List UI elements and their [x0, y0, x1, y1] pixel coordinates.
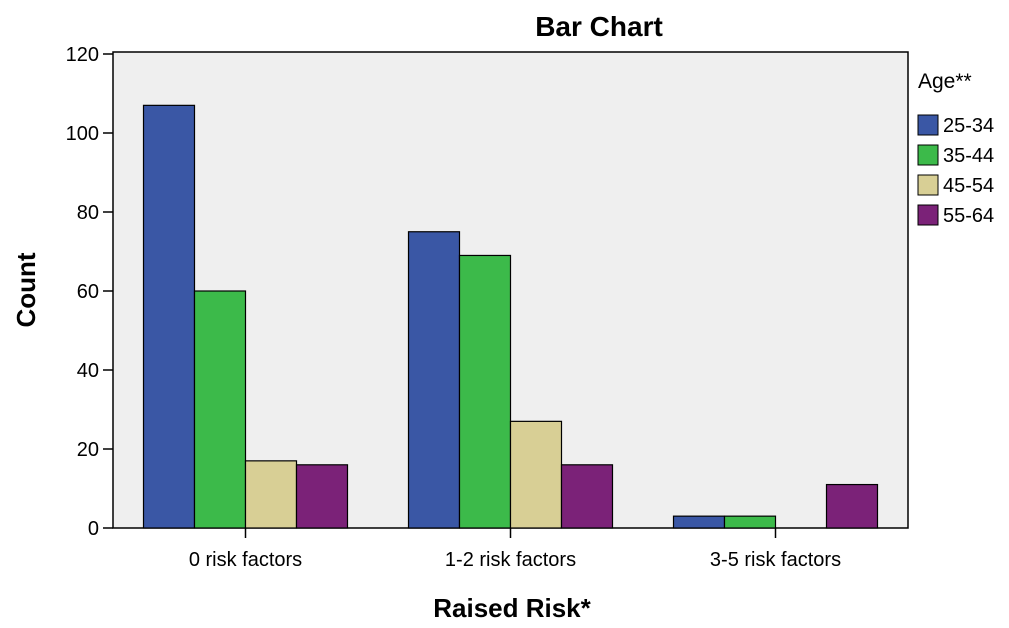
- bar: [458, 254, 512, 529]
- y-tick-label: 40: [77, 360, 99, 382]
- bar: [142, 104, 196, 529]
- y-tick-label: 20: [77, 439, 99, 461]
- y-tick-label: 80: [77, 202, 99, 224]
- y-axis: 0 20 40 60 80 100 120: [66, 44, 113, 540]
- legend-swatch: [917, 114, 939, 136]
- legend-label: 55-64: [943, 205, 994, 227]
- bar: [193, 290, 247, 529]
- x-tick-label: 0 risk factors: [189, 549, 302, 571]
- bar: [672, 515, 726, 529]
- y-axis-label: Count: [11, 252, 41, 327]
- x-tick-label: 3-5 risk factors: [710, 549, 841, 571]
- legend-swatch: [917, 174, 939, 196]
- bar: [825, 483, 879, 529]
- y-tick-label: 60: [77, 281, 99, 303]
- bar: [509, 420, 563, 529]
- bar: [723, 515, 777, 529]
- bar: [560, 464, 614, 529]
- chart-title: Bar Chart: [535, 11, 663, 42]
- y-tick-label: 0: [88, 518, 99, 540]
- legend-swatch: [917, 204, 939, 226]
- x-axis-label: Raised Risk*: [433, 593, 591, 623]
- bar: [295, 464, 349, 529]
- y-tick-label: 120: [66, 44, 99, 66]
- legend: Age** 25-34 35-44 45-54 55-64: [917, 70, 994, 227]
- legend-title: Age**: [918, 70, 972, 93]
- legend-swatch: [917, 144, 939, 166]
- bars: [142, 104, 879, 529]
- legend-label: 45-54: [943, 175, 994, 197]
- legend-label: 25-34: [943, 115, 994, 137]
- legend-label: 35-44: [943, 145, 994, 167]
- x-axis: 0 risk factors 1-2 risk factors 3-5 risk f…: [189, 528, 841, 571]
- bar: [244, 460, 298, 529]
- y-tick-label: 100: [66, 123, 99, 145]
- bar: [407, 231, 461, 529]
- x-tick-label: 1-2 risk factors: [445, 549, 576, 571]
